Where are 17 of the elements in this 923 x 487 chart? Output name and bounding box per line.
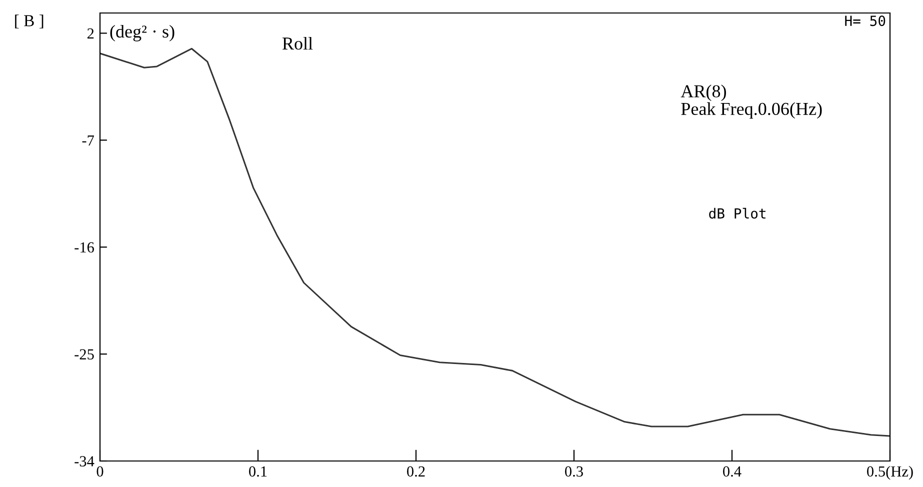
x-tick-label: 0.2 (407, 466, 425, 477)
x-tick-label: 0 (96, 466, 104, 477)
y-tick-label: 2 (87, 28, 94, 38)
y-tick-label: -25 (74, 349, 94, 360)
annotation: H= 50 (845, 16, 886, 26)
text: [ B ] (15, 14, 44, 28)
y-tick-label: -7 (82, 135, 94, 146)
text: Roll (282, 36, 313, 50)
y-axis-title: (deg² · s) (110, 24, 174, 42)
x-tick-label: 0.5(Hz) (867, 466, 913, 480)
annotation: AR(8) Peak Freq.0.06(Hz) (680, 84, 822, 119)
y-tick-label: -34 (74, 456, 94, 466)
y-tick-label: -16 (74, 242, 94, 253)
x-tick-label: 0.3 (565, 466, 583, 477)
x-tick-label: 0.4 (723, 466, 742, 477)
annotation: dB Plot (709, 208, 766, 219)
x-tick-label: 0.1 (249, 466, 267, 477)
